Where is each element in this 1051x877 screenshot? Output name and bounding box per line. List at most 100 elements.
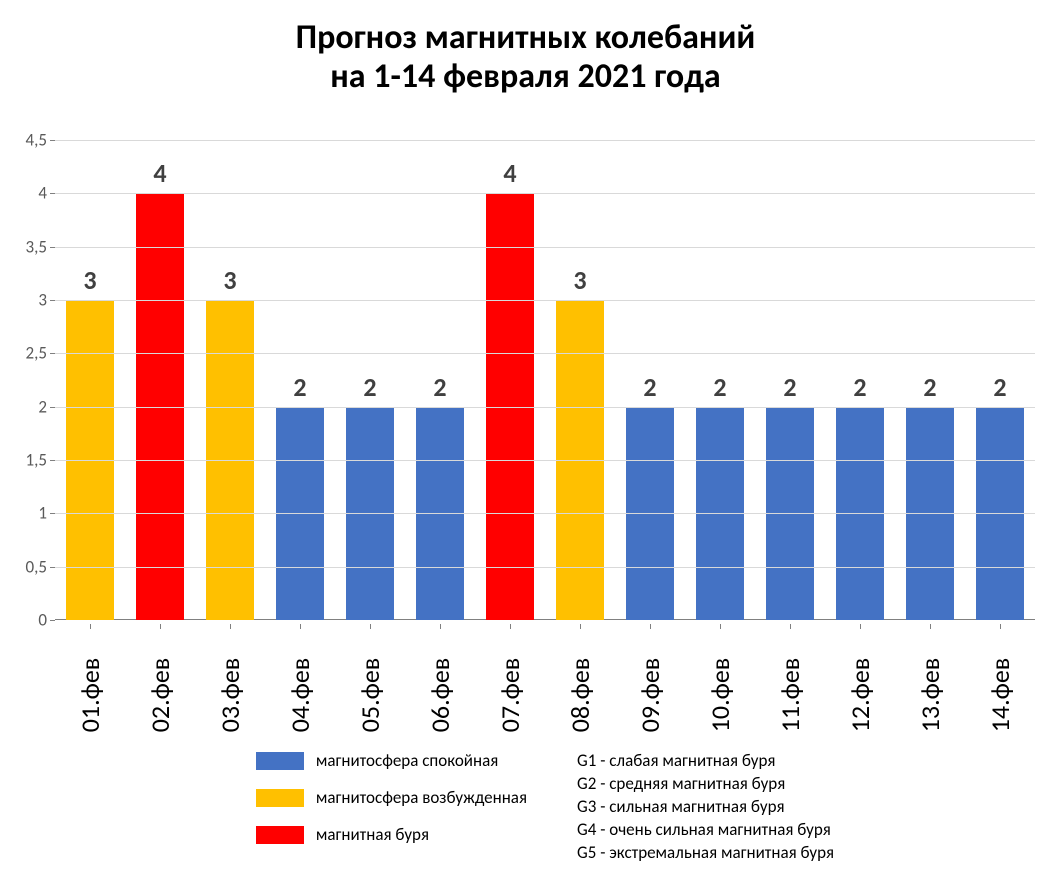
x-axis-label: 01.фев	[74, 658, 106, 733]
x-tick-mark	[370, 624, 371, 629]
bar-data-label: 3	[223, 264, 236, 300]
gridline	[55, 460, 1035, 461]
gridline	[55, 407, 1035, 408]
x-axis-label: 04.фев	[284, 658, 316, 733]
y-tick-mark	[50, 620, 55, 621]
bar-slot: 2	[895, 140, 965, 620]
x-axis-label: 03.фев	[214, 658, 246, 733]
x-label-slot: 13.фев	[895, 624, 965, 734]
legend-row: магнитная буря	[256, 824, 527, 845]
y-tick-mark	[50, 300, 55, 301]
x-tick-mark	[650, 624, 651, 629]
y-tick-mark	[50, 247, 55, 248]
x-tick-mark	[720, 624, 721, 629]
bar-slot: 3	[55, 140, 125, 620]
plot-area: 34322243222222 00,511,522,533,544,5	[55, 140, 1035, 620]
bar-data-label: 3	[83, 264, 96, 300]
x-label-slot: 03.фев	[195, 624, 265, 734]
legend: магнитосфера спокойная магнитосфера возбу…	[55, 750, 1035, 863]
bar-data-label: 2	[783, 371, 796, 407]
x-tick-mark	[230, 624, 231, 629]
chart-title-line1: Прогноз магнитных колебаний	[0, 18, 1051, 57]
bars-group: 34322243222222	[55, 140, 1035, 620]
x-axis-labels: 01.фев 02.фев 03.фев 04.фев 05.фев 06.фев 07.ф…	[55, 624, 1035, 734]
legend-swatch	[256, 789, 304, 807]
x-label-slot: 01.фев	[55, 624, 125, 734]
bar-data-label: 2	[643, 371, 656, 407]
x-axis-label: 09.фев	[634, 658, 666, 733]
bar-slot: 4	[475, 140, 545, 620]
x-axis-label: 13.фев	[914, 658, 946, 733]
x-axis-label: 11.фев	[774, 658, 806, 733]
x-axis-label: 07.фев	[494, 658, 526, 733]
gridline	[55, 193, 1035, 194]
x-axis-label: 05.фев	[354, 658, 386, 733]
bar-slot: 2	[335, 140, 405, 620]
legend-description: G4 - очень сильная магнитная буря	[577, 819, 834, 840]
bar-data-label: 2	[363, 371, 376, 407]
legend-swatch-label: магнитосфера спокойная	[316, 750, 498, 771]
x-label-slot: 11.фев	[755, 624, 825, 734]
legend-row: магнитосфера спокойная	[256, 750, 527, 771]
bar-slot: 3	[195, 140, 265, 620]
bar-data-label: 4	[153, 157, 166, 193]
bar-slot: 2	[825, 140, 895, 620]
bar-slot: 2	[265, 140, 335, 620]
x-axis-label: 02.фев	[144, 658, 176, 733]
x-tick-mark	[580, 624, 581, 629]
legend-description: G5 - экстремальная магнитная буря	[577, 842, 834, 863]
x-label-slot: 02.фев	[125, 624, 195, 734]
legend-row: магнитосфера возбужденная	[256, 787, 527, 808]
legend-swatch	[256, 752, 304, 770]
gridline	[55, 353, 1035, 354]
bar-data-label: 2	[853, 371, 866, 407]
bar-slot: 2	[615, 140, 685, 620]
x-tick-mark	[440, 624, 441, 629]
chart-title-line2: на 1-14 февраля 2021 года	[0, 57, 1051, 96]
x-label-slot: 12.фев	[825, 624, 895, 734]
legend-swatch-label: магнитная буря	[316, 824, 429, 845]
chart-title: Прогноз магнитных колебаний на 1-14 февр…	[0, 0, 1051, 96]
bar-data-label: 2	[993, 371, 1006, 407]
bar-data-label: 2	[433, 371, 446, 407]
x-tick-mark	[510, 624, 511, 629]
x-label-slot: 09.фев	[615, 624, 685, 734]
legend-description: G2 - средняя магнитная буря	[577, 773, 834, 794]
bar-slot: 2	[755, 140, 825, 620]
legend-swatch-label: магнитосфера возбужденная	[316, 787, 527, 808]
x-label-slot: 10.фев	[685, 624, 755, 734]
y-tick-mark	[50, 513, 55, 514]
x-tick-mark	[160, 624, 161, 629]
x-label-slot: 06.фев	[405, 624, 475, 734]
x-axis-label: 06.фев	[424, 658, 456, 733]
chart-container: Прогноз магнитных колебаний на 1-14 февр…	[0, 0, 1051, 877]
x-label-slot: 14.фев	[965, 624, 1035, 734]
legend-description: G1 - слабая магнитная буря	[577, 750, 834, 771]
x-label-slot: 04.фев	[265, 624, 335, 734]
gridline	[55, 247, 1035, 248]
bar-data-label: 2	[713, 371, 726, 407]
bar-data-label: 4	[503, 157, 516, 193]
gridline	[55, 567, 1035, 568]
x-tick-mark	[930, 624, 931, 629]
x-tick-mark	[790, 624, 791, 629]
y-tick-mark	[50, 567, 55, 568]
bar-slot: 2	[965, 140, 1035, 620]
bar-slot: 2	[405, 140, 475, 620]
gridline	[55, 300, 1035, 301]
x-label-slot: 07.фев	[475, 624, 545, 734]
x-label-slot: 08.фев	[545, 624, 615, 734]
bar-slot: 2	[685, 140, 755, 620]
legend-description-column: G1 - слабая магнитная буряG2 - средняя м…	[577, 750, 834, 863]
legend-swatch	[256, 826, 304, 844]
bar-data-label: 2	[923, 371, 936, 407]
x-axis-label: 10.фев	[704, 658, 736, 733]
bar-slot: 4	[125, 140, 195, 620]
x-axis-label: 12.фев	[844, 658, 876, 733]
x-axis-label: 14.фев	[984, 658, 1016, 733]
x-label-slot: 05.фев	[335, 624, 405, 734]
legend-description: G3 - сильная магнитная буря	[577, 796, 834, 817]
y-tick-mark	[50, 193, 55, 194]
x-tick-mark	[90, 624, 91, 629]
y-tick-mark	[50, 353, 55, 354]
